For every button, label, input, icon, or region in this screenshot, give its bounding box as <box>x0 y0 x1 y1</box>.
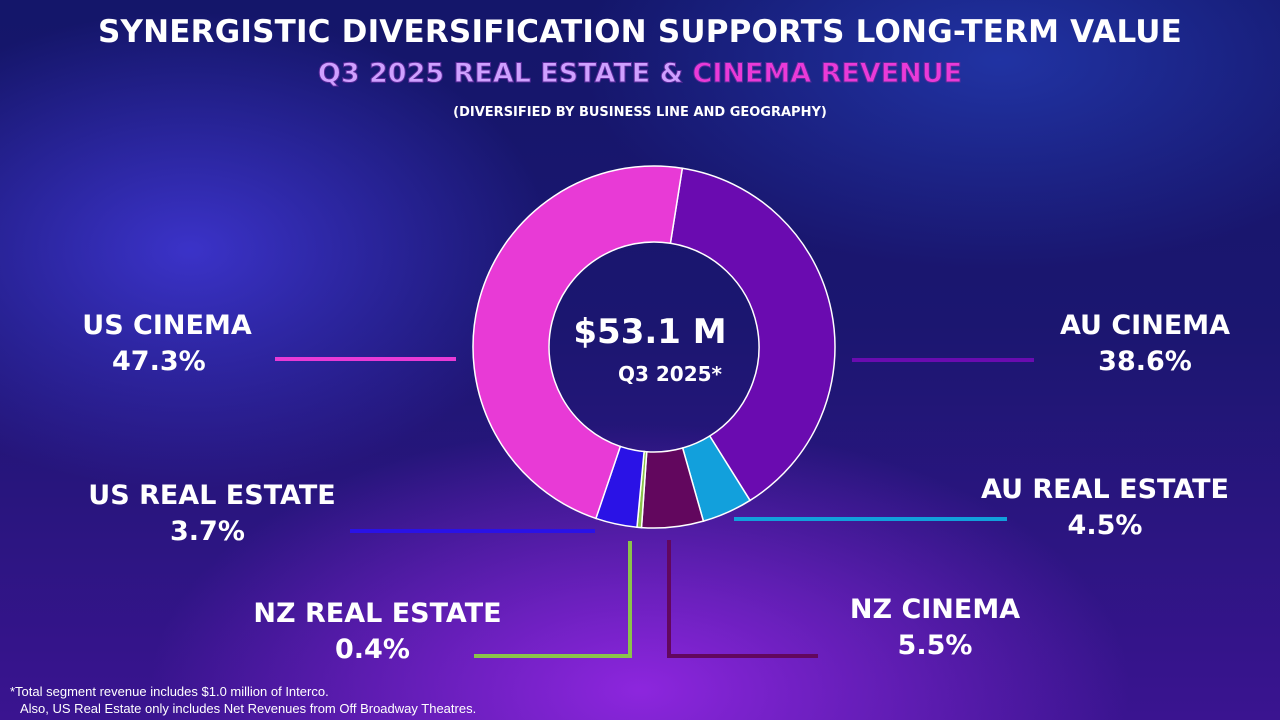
leader-nz-cinema <box>667 540 818 658</box>
footnote-line-2: Also, US Real Estate only includes Net R… <box>20 701 477 716</box>
leader-nz-real-estate <box>474 541 632 658</box>
label-nz-cinema-name: NZ CINEMA <box>849 594 1021 625</box>
label-us-cinema: US CINEMA 47.3% <box>62 308 272 380</box>
center-period-label: Q3 2025* <box>617 362 722 386</box>
label-au-cinema-pct: 38.6% <box>1098 346 1192 377</box>
label-us-real-estate: US REAL ESTATE 3.7% <box>62 478 362 550</box>
label-nz-real-estate-name: NZ REAL ESTATE <box>253 598 502 629</box>
label-us-real-estate-pct: 3.7% <box>170 516 245 547</box>
label-nz-cinema-pct: 5.5% <box>897 630 973 661</box>
footnote: *Total segment revenue includes $1.0 mil… <box>10 683 476 717</box>
label-us-real-estate-name: US REAL ESTATE <box>88 480 336 511</box>
chart-note: (DIVERSIFIED BY BUSINESS LINE AND GEOGRA… <box>453 105 827 120</box>
slice-au-cinema <box>669 167 836 502</box>
label-au-cinema: AU CINEMA 38.6% <box>1040 308 1250 380</box>
label-us-cinema-pct: 47.3% <box>112 346 206 377</box>
subtitle-part-real-estate: Q3 2025 REAL ESTATE & <box>317 58 693 90</box>
slice-us-cinema <box>472 165 684 520</box>
label-nz-real-estate: NZ REAL ESTATE 0.4% <box>225 596 530 668</box>
label-au-cinema-name: AU CINEMA <box>1059 310 1231 341</box>
center-total-value: $53.1 M <box>573 312 727 352</box>
chart-subtitle: Q3 2025 REAL ESTATE & CINEMA REVENUE <box>0 58 1280 90</box>
label-au-real-estate-pct: 4.5% <box>1067 510 1143 541</box>
subtitle-part-cinema: CINEMA REVENUE <box>692 58 963 90</box>
footnote-line-1: *Total segment revenue includes $1.0 mil… <box>10 684 329 699</box>
label-au-real-estate-name: AU REAL ESTATE <box>981 474 1229 505</box>
label-nz-cinema: NZ CINEMA 5.5% <box>830 592 1040 664</box>
page-title: SYNERGISTIC DIVERSIFICATION SUPPORTS LON… <box>97 14 1183 50</box>
label-us-cinema-name: US CINEMA <box>82 310 252 341</box>
label-nz-real-estate-pct: 0.4% <box>335 634 410 665</box>
label-au-real-estate: AU REAL ESTATE 4.5% <box>955 472 1255 544</box>
